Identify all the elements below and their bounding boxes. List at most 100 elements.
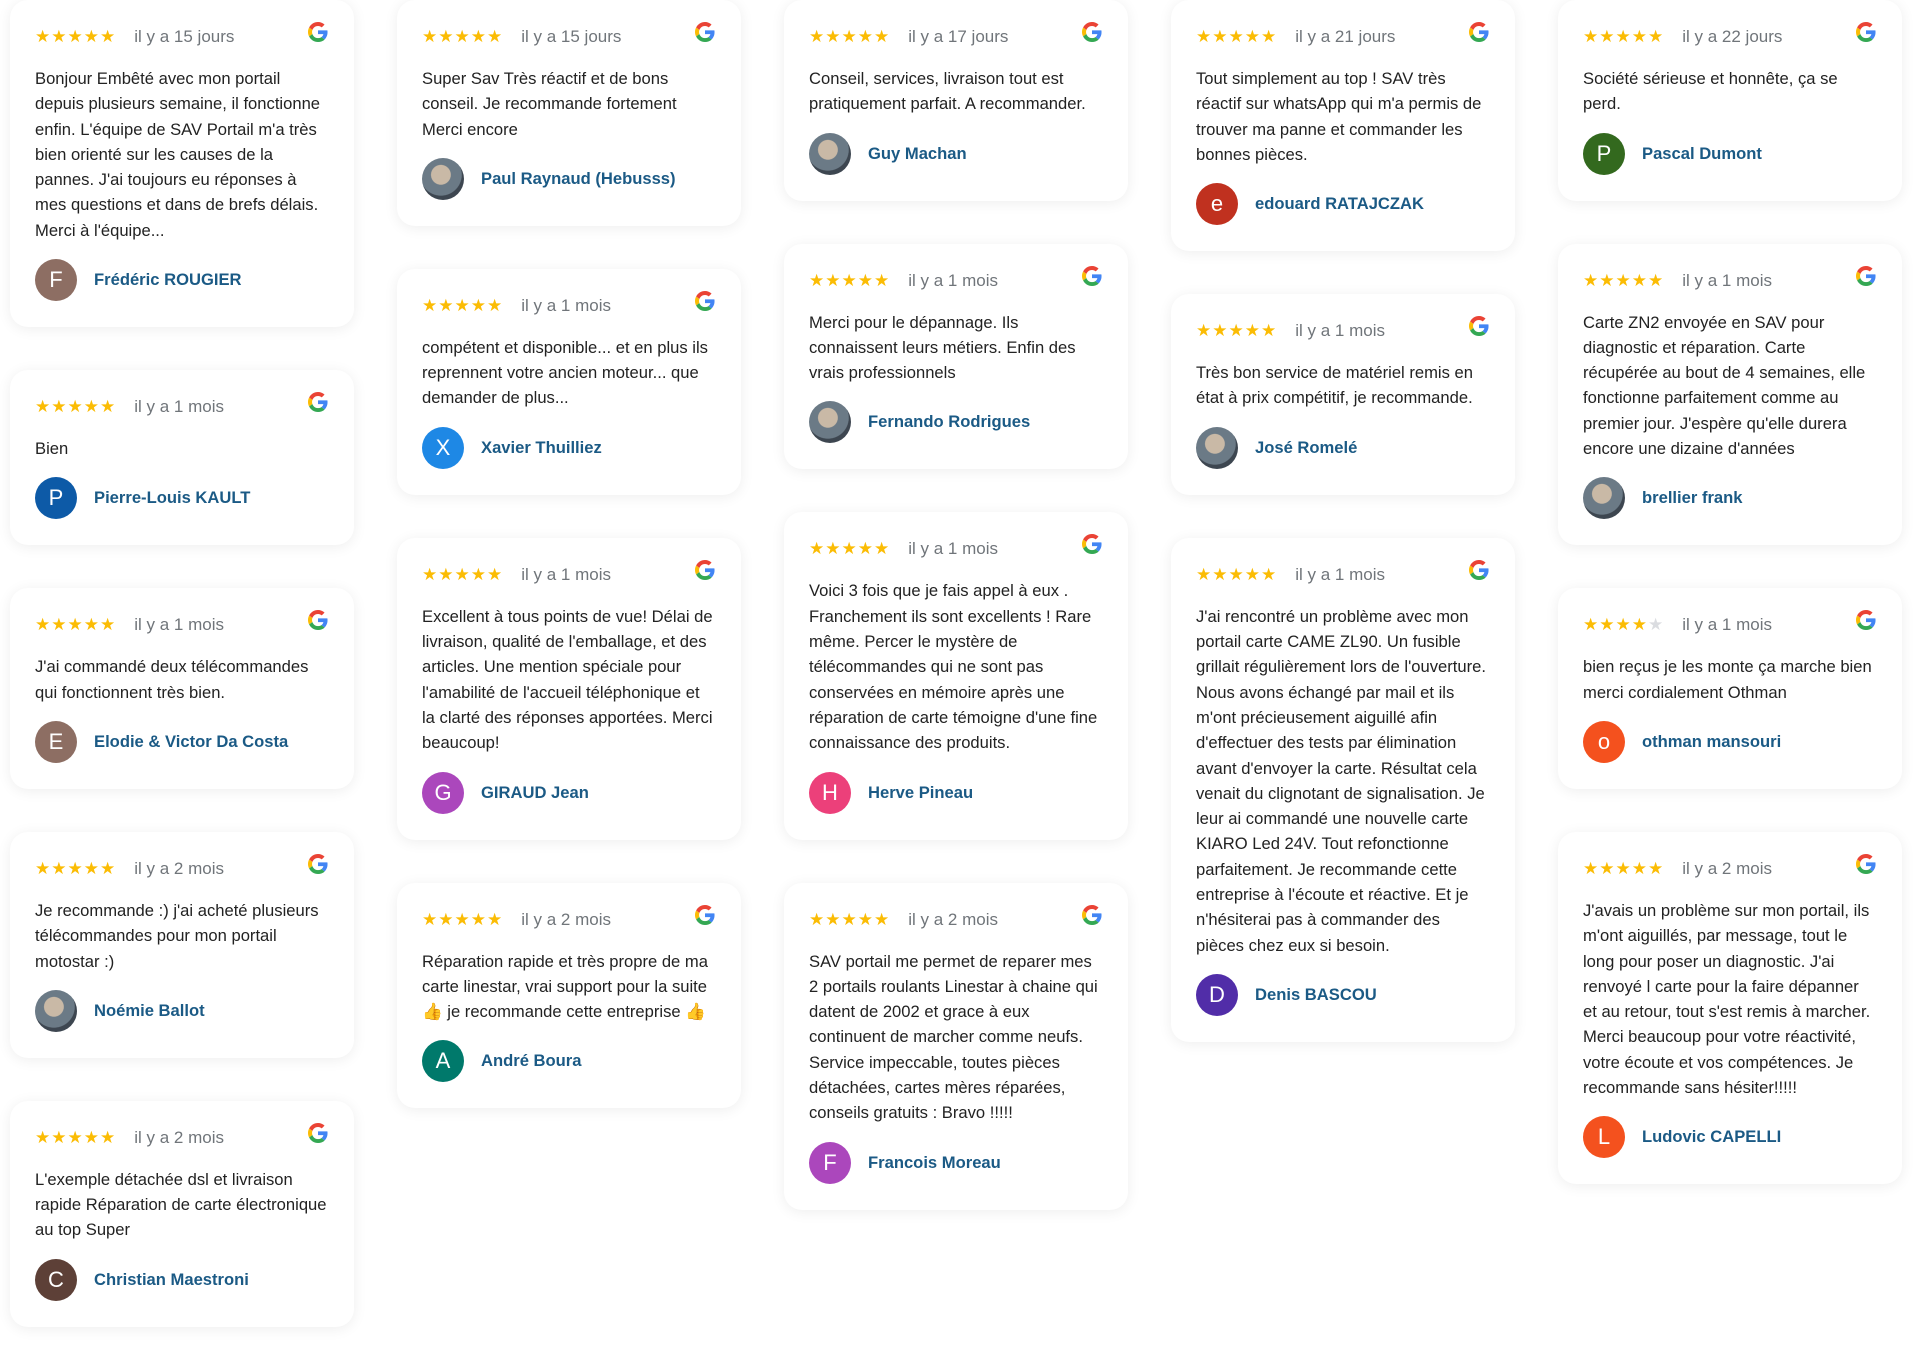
avatar[interactable]: D — [1196, 973, 1238, 1016]
review-column: ★★★★★ il y a 22 jours Société sérieuse e… — [1558, 0, 1902, 1327]
author-name[interactable]: brellier frank — [1642, 488, 1743, 508]
google-icon[interactable] — [1082, 22, 1102, 42]
author-name[interactable]: Fernando Rodrigues — [868, 412, 1031, 432]
avatar[interactable] — [809, 401, 851, 444]
review-author[interactable]: L Ludovic CAPELLI — [1583, 1116, 1877, 1159]
review-author[interactable]: José Romelé — [1196, 426, 1490, 469]
avatar[interactable] — [1196, 426, 1238, 469]
author-name[interactable]: Christian Maestroni — [94, 1269, 249, 1289]
review-author[interactable]: Guy Machan — [809, 132, 1103, 175]
google-icon[interactable] — [1856, 265, 1876, 286]
avatar[interactable] — [1583, 477, 1625, 520]
star-icon: ★ — [1648, 27, 1665, 46]
review-author[interactable]: X Xavier Thuilliez — [422, 426, 716, 469]
google-icon[interactable] — [1082, 904, 1102, 925]
author-name[interactable]: Herve Pineau — [868, 782, 974, 802]
review-author[interactable]: C Christian Maestroni — [35, 1258, 329, 1301]
star-icon: ★ — [1599, 270, 1616, 290]
author-name[interactable]: Ludovic CAPELLI — [1642, 1127, 1782, 1147]
google-icon[interactable] — [308, 610, 328, 631]
avatar[interactable]: P — [35, 477, 77, 520]
author-name[interactable]: edouard RATAJCZAK — [1255, 194, 1425, 214]
review-author[interactable]: E Elodie & Victor Da Costa — [35, 720, 329, 763]
review-author[interactable]: A André Boura — [422, 1040, 716, 1083]
review-header: ★★★★★ il y a 1 mois — [1583, 612, 1877, 638]
avatar[interactable] — [422, 157, 464, 200]
author-name[interactable]: GIRAUD Jean — [481, 782, 589, 802]
avatar[interactable]: e — [1196, 183, 1238, 226]
google-icon[interactable] — [1856, 610, 1876, 631]
google-icon[interactable] — [308, 392, 328, 413]
review-author[interactable]: brellier frank — [1583, 477, 1877, 520]
star-icon: ★ — [100, 27, 117, 46]
star-icon: ★ — [67, 397, 84, 417]
google-icon[interactable] — [308, 853, 328, 874]
author-name[interactable]: Frédéric ROUGIER — [94, 270, 242, 290]
star-icon: ★ — [438, 564, 455, 584]
avatar[interactable]: F — [35, 259, 77, 302]
review-author[interactable]: P Pierre-Louis KAULT — [35, 477, 329, 520]
review-text: Voici 3 fois que je fais appel à eux . F… — [809, 581, 1098, 753]
google-icon[interactable] — [1082, 534, 1102, 555]
avatar[interactable]: C — [35, 1258, 77, 1301]
review-author[interactable]: G GIRAUD Jean — [422, 771, 716, 814]
review-author[interactable]: Fernando Rodrigues — [809, 401, 1103, 444]
avatar[interactable] — [809, 132, 851, 175]
avatar[interactable] — [35, 989, 77, 1032]
review-author[interactable]: D Denis BASCOU — [1196, 973, 1490, 1016]
author-name[interactable]: Elodie & Victor Da Costa — [94, 731, 289, 751]
google-icon[interactable] — [1469, 559, 1489, 580]
google-icon[interactable] — [695, 22, 715, 42]
avatar[interactable]: E — [35, 720, 77, 763]
review-author[interactable]: e edouard RATAJCZAK — [1196, 183, 1490, 226]
review-author[interactable]: F Francois Moreau — [809, 1141, 1103, 1184]
author-name[interactable]: Denis BASCOU — [1255, 984, 1377, 1004]
avatar[interactable]: A — [422, 1040, 464, 1083]
avatar[interactable]: L — [1583, 1116, 1625, 1159]
google-icon[interactable] — [308, 22, 328, 42]
google-icon[interactable] — [1469, 316, 1489, 337]
avatar[interactable]: P — [1583, 132, 1625, 175]
google-icon[interactable] — [1856, 853, 1876, 874]
google-icon[interactable] — [1082, 265, 1102, 286]
avatar[interactable]: o — [1583, 720, 1625, 763]
avatar[interactable]: F — [809, 1141, 851, 1184]
google-icon[interactable] — [1469, 22, 1489, 42]
star-icon: ★ — [438, 295, 455, 315]
star-icon: ★ — [1648, 270, 1665, 290]
google-icon[interactable] — [308, 1122, 328, 1143]
star-icon: ★ — [83, 27, 100, 46]
avatar[interactable]: X — [422, 426, 464, 469]
google-icon[interactable] — [695, 559, 715, 580]
author-name[interactable]: Noémie Ballot — [94, 1000, 205, 1020]
star-icon: ★ — [1615, 615, 1632, 635]
review-author[interactable]: P Pascal Dumont — [1583, 132, 1877, 175]
review-author[interactable]: Paul Raynaud (Hebusss) — [422, 157, 716, 200]
review-header: ★★★★★ il y a 2 mois — [809, 907, 1103, 933]
review-author[interactable]: o othman mansouri — [1583, 720, 1877, 763]
author-name[interactable]: André Boura — [481, 1051, 582, 1071]
author-name[interactable]: Guy Machan — [868, 143, 967, 163]
author-name[interactable]: Francois Moreau — [868, 1152, 1001, 1172]
author-name[interactable]: Pascal Dumont — [1642, 143, 1762, 163]
author-name[interactable]: othman mansouri — [1642, 731, 1782, 751]
google-icon[interactable] — [695, 904, 715, 925]
avatar[interactable]: G — [422, 771, 464, 814]
review-header: ★★★★★ il y a 1 mois — [1196, 562, 1490, 588]
author-name[interactable]: Xavier Thuilliez — [481, 437, 602, 457]
review-column: ★★★★★ il y a 15 jours Bonjour Embêté ave… — [10, 0, 354, 1327]
google-icon[interactable] — [1856, 22, 1876, 42]
author-name[interactable]: Pierre-Louis KAULT — [94, 488, 251, 508]
review-author[interactable]: Noémie Ballot — [35, 989, 329, 1032]
review-header: ★★★★★ il y a 15 jours — [35, 24, 329, 50]
review-header: ★★★★★ il y a 1 mois — [35, 394, 329, 420]
author-name[interactable]: José Romelé — [1255, 437, 1358, 457]
star-icon: ★ — [487, 909, 504, 929]
author-name[interactable]: Paul Raynaud (Hebusss) — [481, 168, 676, 188]
review-author[interactable]: F Frédéric ROUGIER — [35, 259, 329, 302]
review-author[interactable]: H Herve Pineau — [809, 771, 1103, 814]
review-header: ★★★★★ il y a 1 mois — [35, 612, 329, 638]
google-icon[interactable] — [695, 290, 715, 311]
star-icon: ★ — [67, 615, 84, 635]
avatar[interactable]: H — [809, 771, 851, 814]
